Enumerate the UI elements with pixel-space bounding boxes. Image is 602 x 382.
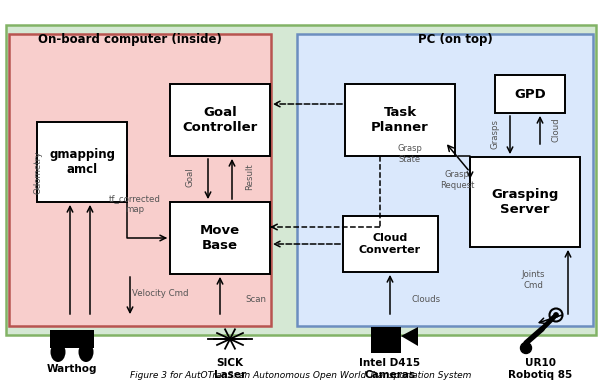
- Circle shape: [521, 343, 532, 353]
- Bar: [170, 202, 270, 274]
- Text: Warthog: Warthog: [47, 364, 98, 374]
- Circle shape: [554, 313, 558, 317]
- Bar: [50, 330, 94, 348]
- Text: SICK
Laser: SICK Laser: [214, 358, 246, 380]
- Bar: [6, 25, 596, 335]
- Text: Scan: Scan: [245, 296, 266, 304]
- Text: GPD: GPD: [514, 87, 546, 100]
- Ellipse shape: [78, 342, 93, 362]
- Text: Odometry: Odometry: [34, 151, 43, 194]
- Text: Task
Planner: Task Planner: [371, 106, 429, 134]
- Polygon shape: [401, 327, 418, 346]
- Bar: [343, 216, 438, 272]
- Text: Joints
Cmd: Joints Cmd: [521, 270, 545, 290]
- Text: Move
Base: Move Base: [200, 224, 240, 252]
- Bar: [37, 122, 127, 202]
- Text: PC (on top): PC (on top): [418, 34, 492, 47]
- Ellipse shape: [51, 342, 66, 362]
- Text: Grasp
Request: Grasp Request: [440, 170, 474, 190]
- Text: gmapping
amcl: gmapping amcl: [49, 148, 115, 176]
- Bar: [371, 327, 401, 353]
- Bar: [297, 34, 593, 326]
- Text: Goal: Goal: [185, 167, 194, 187]
- Text: Goal
Controller: Goal Controller: [182, 106, 258, 134]
- Text: tf_corrected
map: tf_corrected map: [109, 194, 161, 214]
- Text: Grasp
State: Grasp State: [397, 144, 422, 164]
- Text: Result: Result: [246, 163, 255, 190]
- Text: Grasping
Server: Grasping Server: [491, 188, 559, 216]
- Text: Grasps: Grasps: [491, 119, 500, 149]
- Bar: [495, 75, 565, 113]
- Text: Cloud
Converter: Cloud Converter: [359, 233, 421, 255]
- Text: Intel D415
Cameras: Intel D415 Cameras: [359, 358, 421, 380]
- Text: Velocity Cmd: Velocity Cmd: [132, 290, 188, 298]
- Text: UR10
Robotiq 85: UR10 Robotiq 85: [508, 358, 572, 380]
- Bar: [170, 84, 270, 156]
- Bar: [345, 84, 455, 156]
- Text: On-board computer (inside): On-board computer (inside): [38, 34, 222, 47]
- Text: Figure 3 for AutOTranS: an Autonomous Open World Transportation System: Figure 3 for AutOTranS: an Autonomous Op…: [130, 371, 472, 380]
- Bar: [9, 34, 271, 326]
- Bar: [470, 157, 580, 247]
- Text: Clouds: Clouds: [412, 296, 441, 304]
- Text: Cloud: Cloud: [551, 118, 560, 142]
